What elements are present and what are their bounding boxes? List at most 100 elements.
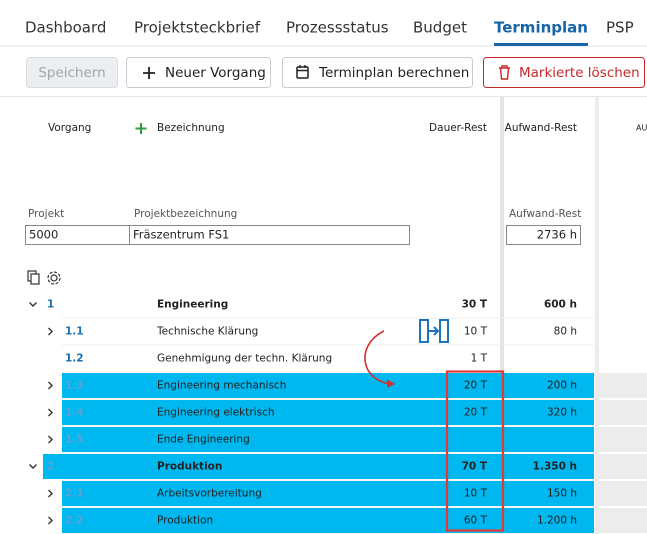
row-selection-tail [599, 400, 647, 425]
project-name-input[interactable] [129, 225, 410, 245]
column-header: Vorgang Bezeichnung Dauer-Rest Aufwand-R… [48, 122, 647, 134]
task-number: 2.2 [65, 515, 84, 527]
task-row[interactable]: 2.2 Produktion 60 T 1.200 h [48, 508, 647, 534]
task-row[interactable]: 2.1 Arbeitsvorbereitung 10 T 150 h [48, 481, 647, 508]
duration: 30 T [462, 299, 488, 311]
task-name: Genehmigung der techn. Klärung [157, 353, 332, 365]
effort: 1.350 h [533, 461, 577, 473]
row-selection-tail [599, 481, 647, 506]
field-value: 5000 [29, 228, 58, 242]
tab[interactable]: Budget [413, 19, 467, 37]
row-selection [43, 454, 594, 479]
duration: 20 T [464, 407, 488, 419]
task-row[interactable]: 1.5 Ende Engineering [48, 427, 647, 454]
table-body: 1 Engineering 30 T 600 h 1.1 Technische Kläru… [29, 299, 647, 534]
effort-input[interactable] [506, 225, 581, 245]
task-name: Produktion [157, 461, 222, 473]
task-number: 1.1 [65, 326, 84, 338]
effort: 1.200 h [537, 515, 577, 527]
row-selection [62, 427, 594, 452]
task-row[interactable]: 2 Produktion 70 T 1.350 h [29, 454, 647, 481]
expand-toggle[interactable] [48, 327, 53, 336]
highlight-box [445, 370, 505, 532]
row-selection [62, 400, 594, 425]
task-number: 1.4 [65, 407, 84, 419]
task-number: 1.5 [65, 434, 84, 446]
task-name: Technische Klärung [156, 326, 258, 338]
expand-toggle[interactable] [48, 489, 53, 498]
column-label: Dauer-Rest [429, 122, 487, 134]
duration: 60 T [464, 515, 488, 527]
task-name: Engineering mechanisch [157, 380, 286, 392]
row-selection-tail [599, 427, 647, 452]
active-tab-indicator [494, 43, 588, 46]
arrow [364, 330, 394, 385]
task-number: 1.2 [65, 353, 84, 365]
tab[interactable]: PSP [606, 19, 634, 37]
arrow-head [387, 379, 395, 388]
tab[interactable]: Terminplan [494, 19, 588, 37]
task-name: Ende Engineering [157, 434, 250, 446]
effort: 600 h [544, 299, 577, 311]
toolbar: Speichern Neuer Vorgang Terminplan berec… [26, 57, 645, 88]
duration: 1 T [471, 353, 488, 365]
task-number: 2.1 [65, 488, 84, 500]
effort: 320 h [547, 407, 577, 419]
task-row[interactable]: 1.2 Genehmigung der techn. Klärung 1 T [62, 353, 594, 373]
calendar-icon [296, 65, 309, 79]
column-label: AU [636, 124, 647, 133]
row-selection [62, 373, 594, 398]
field-label: Projekt [28, 208, 64, 220]
task-name: Produktion [157, 515, 213, 527]
tab[interactable]: Dashboard [25, 19, 106, 37]
duration: 10 T [464, 488, 488, 500]
field-label: Aufwand-Rest [509, 208, 581, 220]
column-label: Bezeichnung [157, 122, 225, 134]
duration: 10 T [464, 326, 488, 338]
trash-icon [499, 65, 510, 80]
row-selection-tail [599, 454, 647, 479]
field-value: 2736 h [537, 228, 577, 242]
row-selection [62, 508, 594, 533]
move-icon [419, 319, 449, 343]
button-label: Terminplan berechnen [318, 65, 469, 81]
plus-icon [143, 67, 155, 79]
button-label: Markierte löschen [519, 65, 640, 81]
expand-toggle[interactable] [48, 516, 53, 525]
task-row[interactable]: 1 Engineering 30 T 600 h [29, 299, 595, 319]
effort: 200 h [547, 380, 577, 392]
task-number: 1 [47, 299, 54, 311]
task-name: Arbeitsvorbereitung [157, 488, 262, 500]
task-row[interactable]: 1.4 Engineering elektrisch 20 T 320 h [48, 400, 647, 427]
row-selection-tail [599, 373, 647, 398]
expand-toggle[interactable] [48, 381, 53, 390]
tab[interactable]: Prozessstatus [286, 19, 389, 37]
task-number: 2 [47, 461, 54, 473]
duration: 70 T [462, 461, 488, 473]
duration: 20 T [464, 380, 488, 392]
save-button[interactable] [26, 57, 118, 88]
tab[interactable]: Projektsteckbrief [134, 19, 261, 37]
delete-button[interactable] [483, 57, 645, 88]
button-label: Speichern [38, 65, 105, 81]
column-label: Vorgang [48, 122, 91, 134]
expand-toggle[interactable] [48, 408, 53, 417]
effort: 80 h [554, 326, 577, 338]
collapse-toggle[interactable] [29, 302, 37, 307]
task-row[interactable]: 1.3 Engineering mechanisch 20 T 200 h [48, 373, 647, 400]
task-name: Engineering elektrisch [157, 407, 275, 419]
annotation [364, 319, 505, 532]
grid-tools[interactable] [27, 270, 61, 285]
task-name: Engineering [157, 299, 228, 311]
project-summary: Projekt Projektbezeichnung Aufwand-Rest … [25, 208, 581, 245]
expand-toggle[interactable] [48, 435, 53, 444]
calculate-button[interactable] [282, 57, 473, 88]
frozen-divider [500, 97, 504, 534]
field-value: Fräszentrum FS1 [133, 228, 229, 242]
new-task-button[interactable] [126, 57, 271, 88]
task-row[interactable]: 1.1 Technische Klärung 10 T 80 h [48, 326, 595, 346]
add-icon[interactable] [135, 123, 147, 134]
button-label: Neuer Vorgang [165, 65, 266, 81]
collapse-toggle[interactable] [29, 464, 37, 469]
row-selection-tail [599, 508, 647, 533]
